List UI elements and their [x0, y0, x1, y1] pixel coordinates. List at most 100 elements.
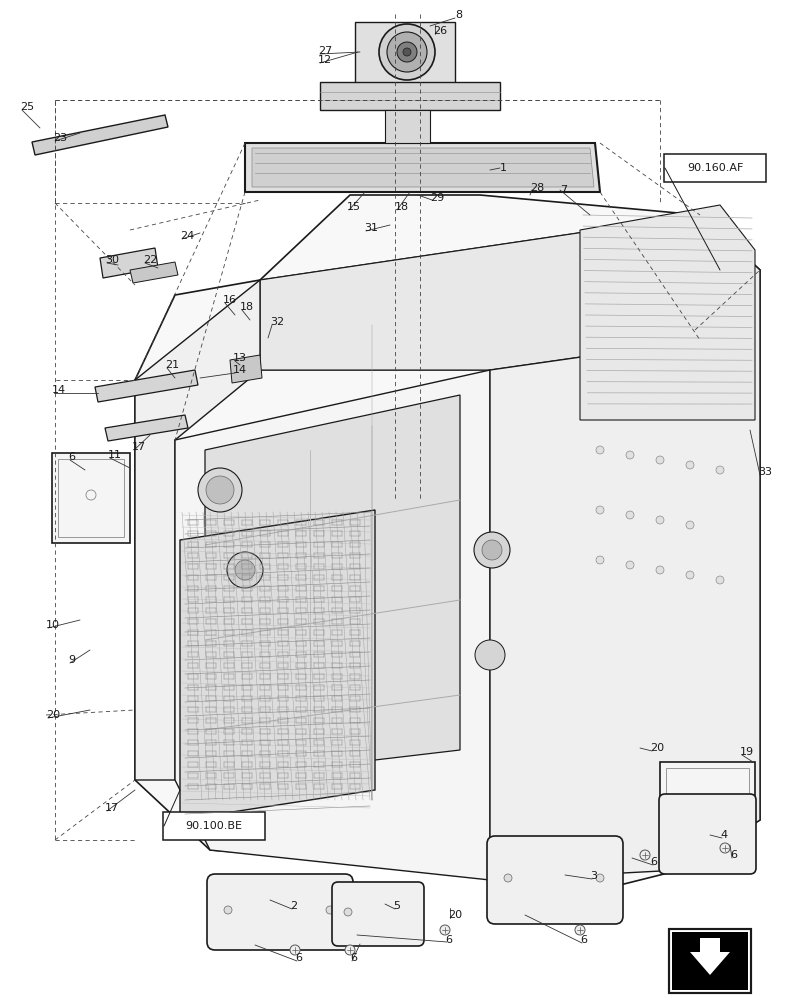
Circle shape: [639, 850, 649, 860]
Text: 13: 13: [233, 353, 247, 363]
Text: 19: 19: [739, 747, 753, 757]
Circle shape: [715, 576, 723, 584]
Polygon shape: [260, 215, 759, 370]
Polygon shape: [204, 395, 460, 780]
Circle shape: [474, 532, 509, 568]
Polygon shape: [100, 248, 158, 278]
Circle shape: [625, 511, 633, 519]
Polygon shape: [230, 355, 262, 383]
Circle shape: [625, 561, 633, 569]
FancyBboxPatch shape: [663, 154, 765, 182]
Circle shape: [685, 521, 693, 529]
Polygon shape: [260, 215, 699, 370]
Polygon shape: [354, 22, 454, 88]
Text: 25: 25: [20, 102, 34, 112]
Circle shape: [206, 476, 234, 504]
Circle shape: [655, 566, 663, 574]
Text: 21: 21: [165, 360, 179, 370]
Circle shape: [402, 48, 410, 56]
Circle shape: [685, 461, 693, 469]
Text: 10: 10: [46, 620, 60, 630]
Polygon shape: [180, 510, 375, 820]
FancyBboxPatch shape: [207, 874, 353, 950]
Text: 33: 33: [757, 467, 771, 477]
Circle shape: [397, 42, 417, 62]
Text: 22: 22: [143, 255, 157, 265]
Circle shape: [474, 640, 504, 670]
Polygon shape: [251, 148, 594, 187]
Polygon shape: [684, 945, 726, 980]
Polygon shape: [245, 143, 599, 192]
Circle shape: [379, 24, 435, 80]
Text: 2: 2: [290, 901, 297, 911]
Text: 5: 5: [393, 901, 400, 911]
Polygon shape: [579, 205, 754, 420]
Text: 8: 8: [454, 10, 461, 20]
Circle shape: [685, 571, 693, 579]
Polygon shape: [135, 195, 759, 900]
Circle shape: [655, 456, 663, 464]
Text: 32: 32: [270, 317, 284, 327]
Text: 28: 28: [530, 183, 543, 193]
Circle shape: [440, 925, 449, 935]
Text: 16: 16: [223, 295, 237, 305]
Circle shape: [595, 506, 603, 514]
Circle shape: [504, 874, 512, 882]
Polygon shape: [130, 262, 178, 283]
Polygon shape: [105, 415, 188, 441]
Text: 14: 14: [233, 365, 247, 375]
Text: 1: 1: [500, 163, 506, 173]
Text: 15: 15: [346, 202, 361, 212]
Text: 3: 3: [590, 871, 596, 881]
Text: 90.100.BE: 90.100.BE: [185, 821, 242, 831]
Circle shape: [345, 945, 354, 955]
Text: 6: 6: [444, 935, 452, 945]
Text: 6: 6: [350, 953, 357, 963]
Circle shape: [198, 468, 242, 512]
Text: 27: 27: [318, 46, 332, 56]
FancyBboxPatch shape: [332, 882, 423, 946]
Text: 6: 6: [729, 850, 736, 860]
Text: 90.160.AF: 90.160.AF: [686, 163, 742, 173]
Polygon shape: [489, 215, 759, 880]
Text: 17: 17: [105, 803, 119, 813]
Text: 14: 14: [52, 385, 66, 395]
Text: 18: 18: [394, 202, 409, 212]
Circle shape: [482, 540, 501, 560]
Circle shape: [625, 451, 633, 459]
Circle shape: [290, 945, 299, 955]
Circle shape: [719, 843, 729, 853]
Text: 17: 17: [132, 442, 146, 452]
Circle shape: [574, 925, 584, 935]
Polygon shape: [52, 453, 130, 543]
Text: 4: 4: [719, 830, 726, 840]
Text: 12: 12: [318, 55, 332, 65]
Text: 24: 24: [180, 231, 194, 241]
FancyBboxPatch shape: [659, 794, 755, 874]
Text: 7: 7: [560, 185, 566, 195]
Text: 29: 29: [430, 193, 444, 203]
Text: 23: 23: [53, 133, 67, 143]
Polygon shape: [672, 932, 747, 990]
Circle shape: [595, 874, 603, 882]
Text: 26: 26: [432, 26, 447, 36]
FancyBboxPatch shape: [668, 929, 750, 993]
Text: 9: 9: [68, 655, 75, 665]
Circle shape: [595, 446, 603, 454]
Circle shape: [325, 906, 333, 914]
Text: 30: 30: [105, 255, 119, 265]
Text: 11: 11: [108, 450, 122, 460]
Circle shape: [715, 466, 723, 474]
Polygon shape: [320, 82, 500, 110]
Text: 6: 6: [294, 953, 302, 963]
Circle shape: [387, 32, 427, 72]
Circle shape: [224, 906, 232, 914]
Text: 20: 20: [46, 710, 60, 720]
Text: 20: 20: [448, 910, 461, 920]
Polygon shape: [135, 280, 260, 780]
Polygon shape: [175, 370, 489, 880]
Text: 6: 6: [579, 935, 586, 945]
Text: 20: 20: [649, 743, 663, 753]
Circle shape: [234, 560, 255, 580]
FancyBboxPatch shape: [487, 836, 622, 924]
